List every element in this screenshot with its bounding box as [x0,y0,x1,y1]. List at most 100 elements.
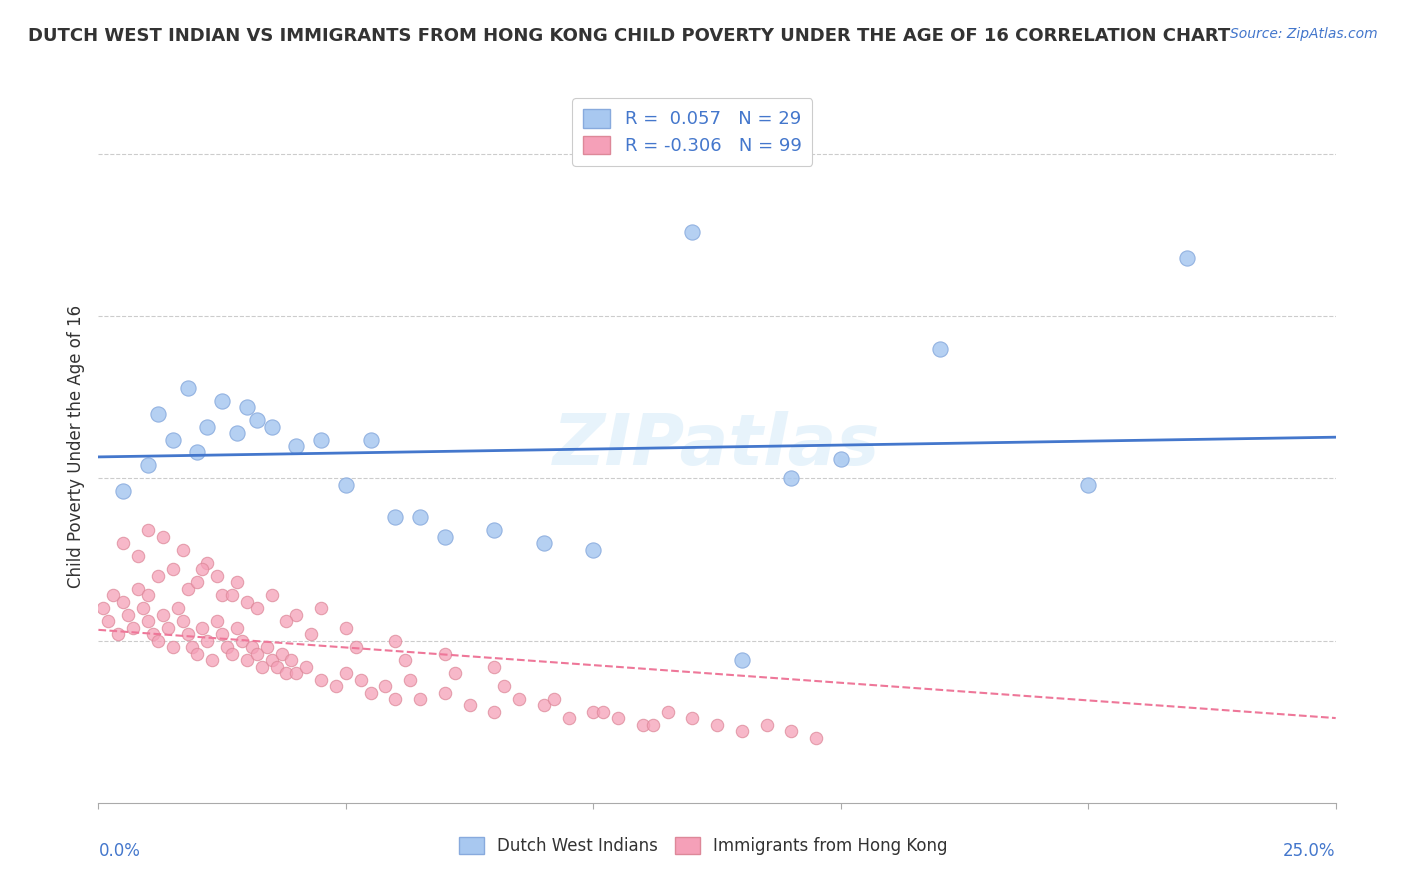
Point [136,588,159,602]
Point [112,536,135,550]
Point [103,588,125,602]
Point [127,582,149,596]
Point [295,659,318,673]
Point [186,647,208,661]
Point [162,562,184,576]
Point [136,524,159,538]
Point [641,718,664,732]
Point [607,711,630,725]
Point [344,640,367,654]
Point [176,381,198,395]
Point [276,666,298,681]
Point [260,653,283,667]
Point [156,621,179,635]
Point [250,659,273,673]
Point [631,718,654,732]
Point [433,685,456,699]
Text: 25.0%: 25.0% [1284,842,1336,860]
Point [205,614,228,628]
Point [166,601,188,615]
Point [780,471,803,485]
Point [240,640,263,654]
Point [335,666,357,681]
Y-axis label: Child Poverty Under the Age of 16: Child Poverty Under the Age of 16 [66,304,84,588]
Point [162,433,184,447]
Point [236,595,259,609]
Text: ZIPatlas: ZIPatlas [554,411,880,481]
Point [804,731,827,745]
Point [360,685,382,699]
Point [360,433,382,447]
Point [657,705,679,719]
Point [325,679,347,693]
Point [236,653,259,667]
Point [211,627,233,641]
Point [285,607,308,622]
Point [508,692,530,706]
Point [236,400,259,414]
Legend: Dutch West Indians, Immigrants from Hong Kong: Dutch West Indians, Immigrants from Hong… [451,830,955,862]
Point [176,627,198,641]
Point [221,588,243,602]
Point [152,607,174,622]
Point [394,653,416,667]
Point [299,627,322,641]
Point [201,653,224,667]
Legend: R =  0.057   N = 29, R = -0.306   N = 99: R = 0.057 N = 29, R = -0.306 N = 99 [572,98,813,166]
Point [211,393,233,408]
Point [780,724,803,739]
Point [246,413,269,427]
Point [246,601,269,615]
Point [132,601,155,615]
Text: DUTCH WEST INDIAN VS IMMIGRANTS FROM HONG KONG CHILD POVERTY UNDER THE AGE OF 16: DUTCH WEST INDIAN VS IMMIGRANTS FROM HON… [28,27,1230,45]
Point [162,640,184,654]
Point [260,588,283,602]
Point [557,711,579,725]
Point [533,536,555,550]
Point [335,621,357,635]
Point [276,614,298,628]
Point [172,542,194,557]
Point [731,653,754,667]
Point [146,633,169,648]
Point [97,614,120,628]
Point [928,342,950,356]
Point [211,588,233,602]
Point [409,510,432,524]
Point [93,601,115,615]
Point [152,530,174,544]
Point [543,692,565,706]
Point [266,659,288,673]
Point [681,711,703,725]
Point [127,549,149,564]
Point [186,575,208,590]
Point [246,647,269,661]
Point [142,627,165,641]
Point [191,621,214,635]
Point [146,568,169,582]
Point [112,595,135,609]
Point [443,666,465,681]
Point [830,452,852,467]
Point [494,679,516,693]
Point [186,445,208,459]
Point [285,666,308,681]
Text: 0.0%: 0.0% [98,842,141,860]
Point [582,542,605,557]
Point [195,633,218,648]
Point [270,647,292,661]
Point [112,484,135,499]
Point [309,673,332,687]
Point [335,478,357,492]
Point [226,575,249,590]
Point [399,673,422,687]
Point [280,653,302,667]
Point [1077,478,1099,492]
Point [309,601,332,615]
Point [195,419,218,434]
Point [172,614,194,628]
Point [256,640,278,654]
Point [681,225,703,239]
Point [191,562,214,576]
Point [384,692,406,706]
